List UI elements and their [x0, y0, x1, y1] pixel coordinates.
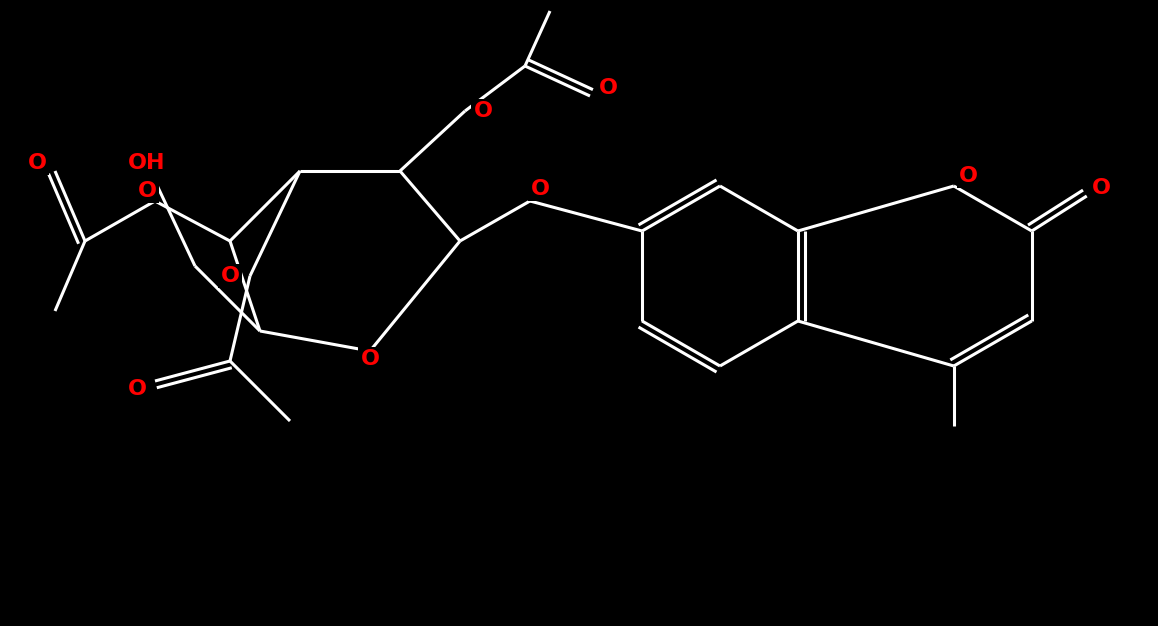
- Text: O: O: [1092, 178, 1112, 198]
- Text: O: O: [474, 101, 492, 121]
- Text: O: O: [530, 179, 550, 199]
- Text: O: O: [220, 266, 240, 286]
- Text: O: O: [28, 153, 46, 173]
- Text: O: O: [360, 349, 380, 369]
- Text: O: O: [138, 181, 156, 201]
- Text: O: O: [127, 379, 147, 399]
- Text: O: O: [599, 78, 617, 98]
- Text: O: O: [959, 166, 979, 186]
- Text: OH: OH: [129, 153, 166, 173]
